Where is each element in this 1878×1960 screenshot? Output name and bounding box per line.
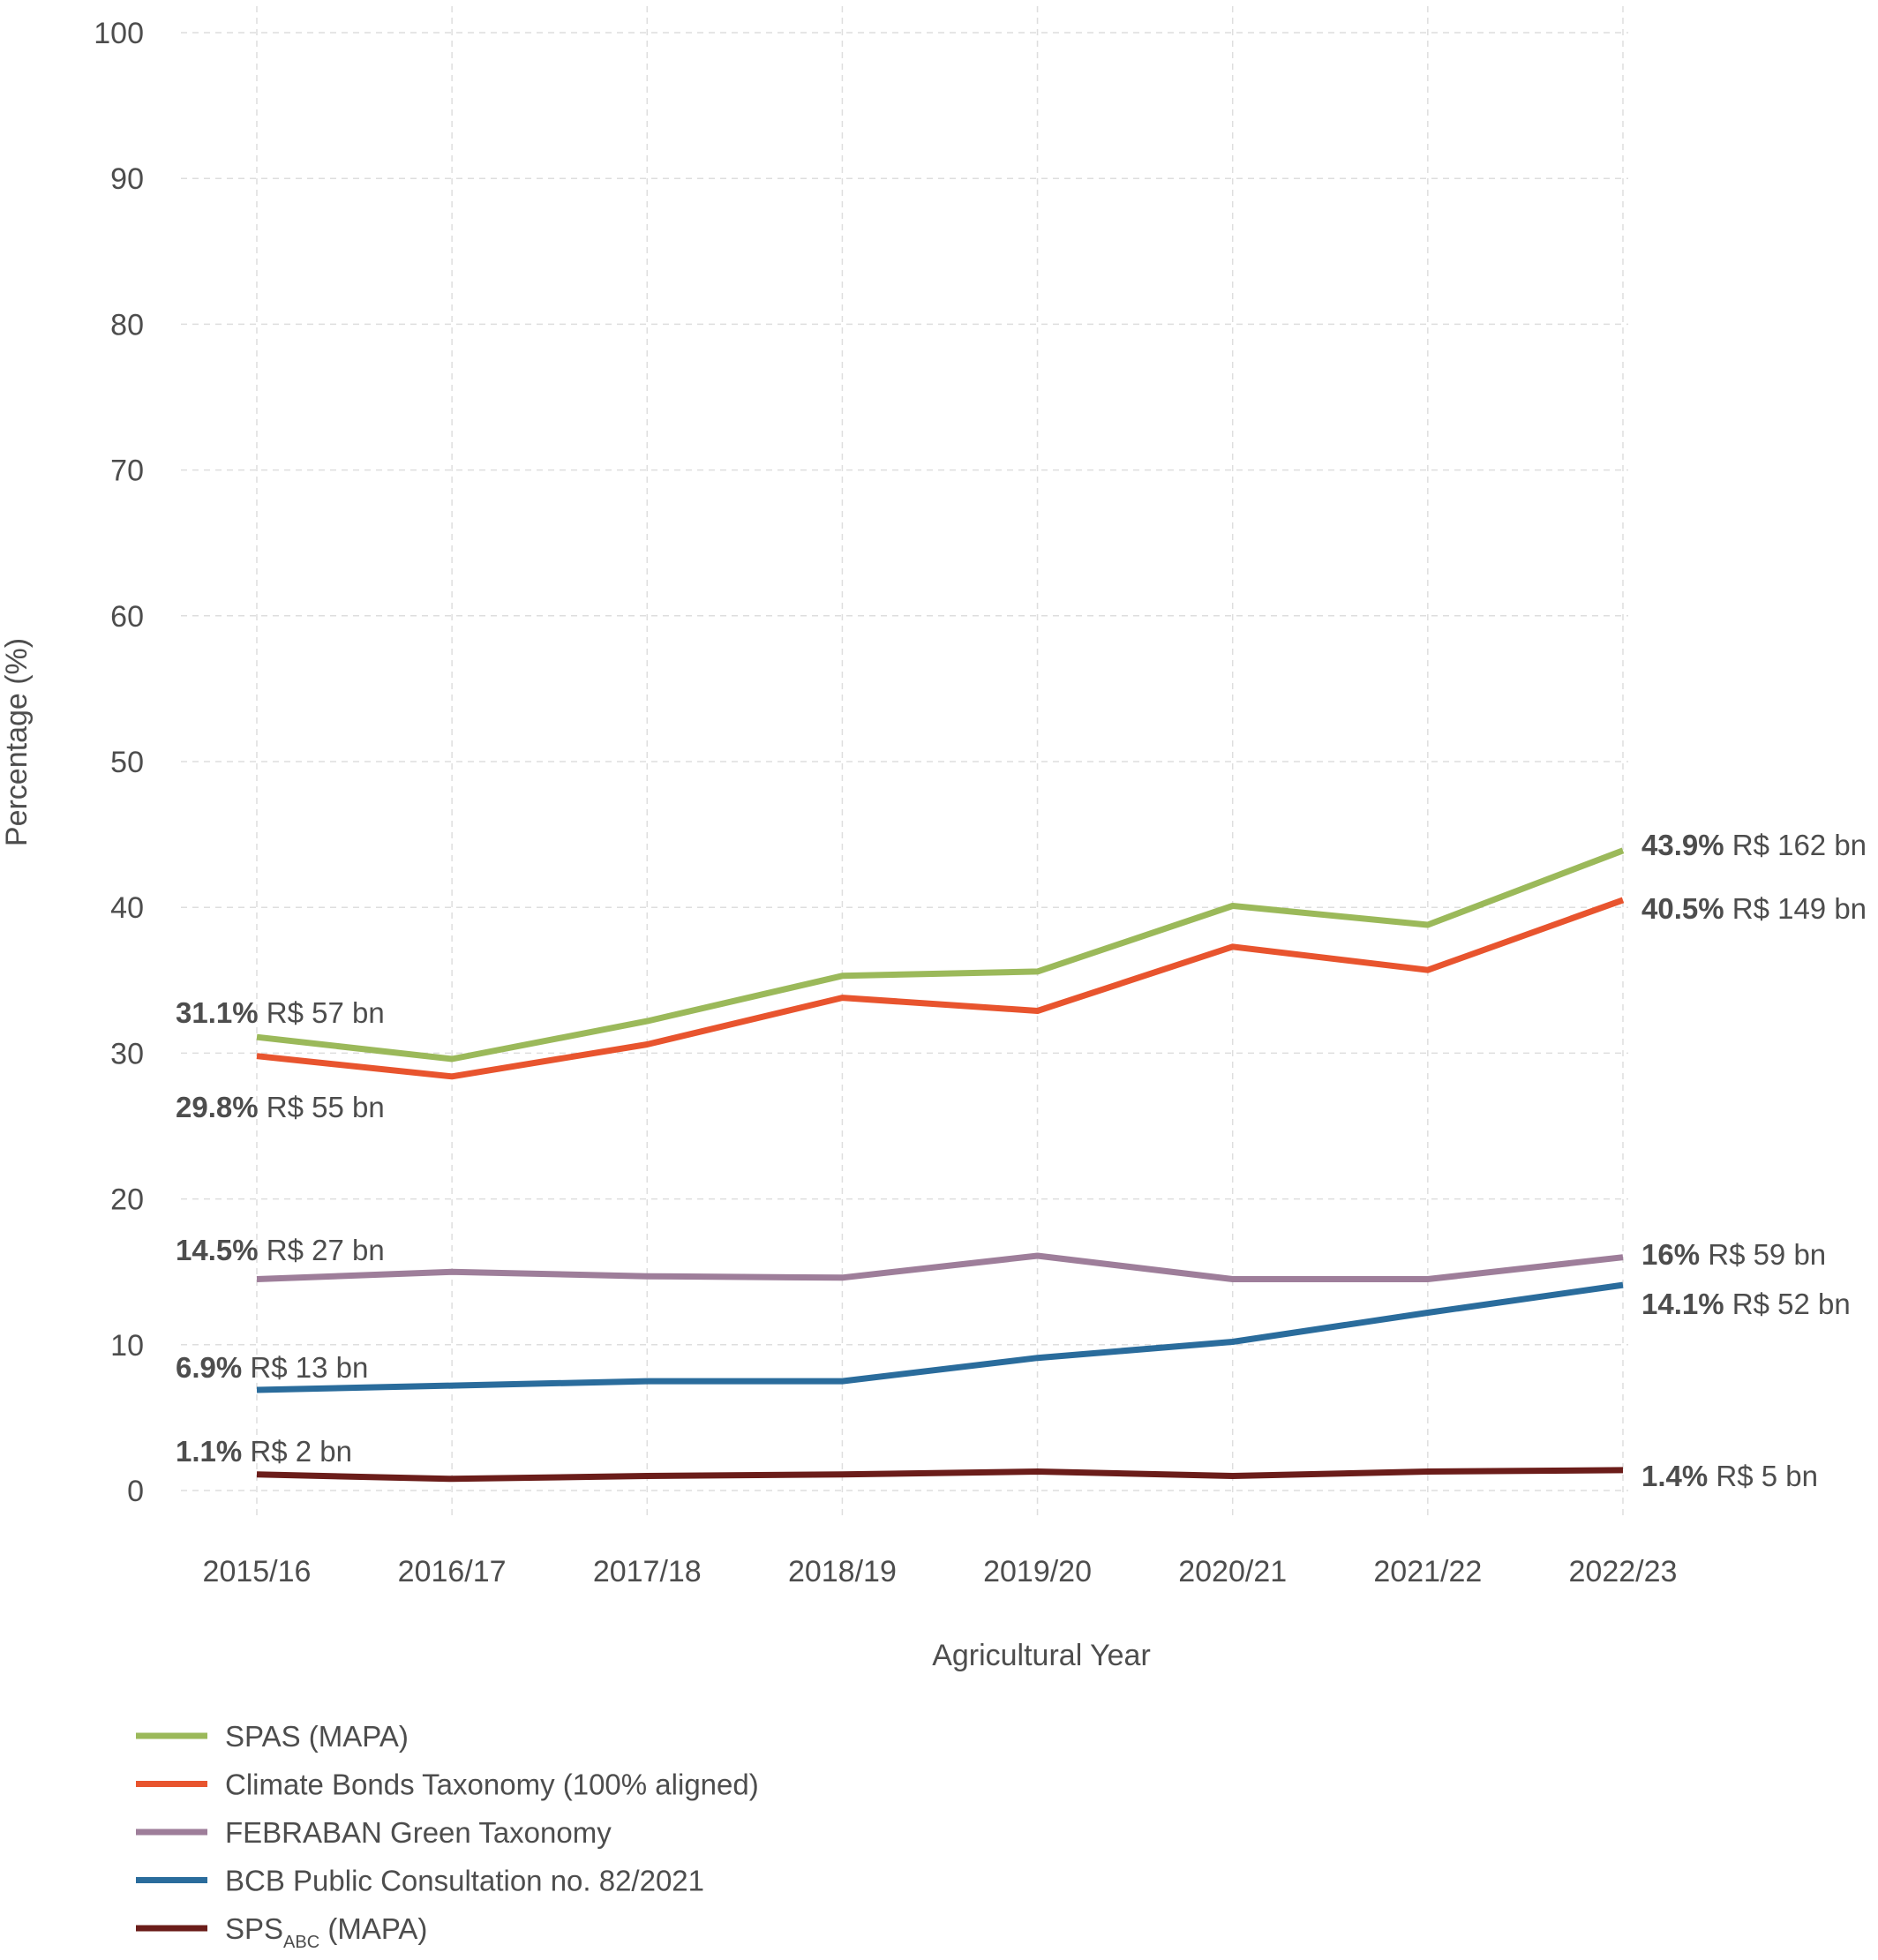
x-tick-label: 2016/17 [398,1555,507,1588]
x-tick-label: 2018/19 [788,1555,897,1588]
y-tick-label: 60 [110,600,144,634]
data-label-start-0: 31.1% R$ 57 bn [176,996,385,1029]
data-label-end-0: 43.9% R$ 162 bn [1641,829,1867,861]
x-tick-label: 2019/20 [983,1555,1092,1588]
data-labels: 31.1% R$ 57 bn 43.9% R$ 162 bn 29.8% R$ 55… [176,829,1867,1492]
x-tick-label: 2020/21 [1178,1555,1287,1588]
grid-layer [181,6,1628,1515]
y-tick-label: 10 [110,1329,144,1363]
data-label-end-4: 1.4% R$ 5 bn [1641,1460,1818,1492]
legend-label-2: FEBRABAN Green Taxonomy [225,1816,612,1849]
legend-label-3: BCB Public Consultation no. 82/2021 [225,1865,704,1897]
y-tick-label: 0 [127,1475,144,1508]
data-label-start-2: 14.5% R$ 27 bn [176,1234,385,1266]
y-tick-label: 50 [110,746,144,779]
y-tick-label: 90 [110,162,144,196]
x-tick-label: 2021/22 [1373,1555,1482,1588]
y-tick-label: 40 [110,891,144,925]
series-line-1 [256,897,1625,1080]
legend: SPAS (MAPA) Climate Bonds Taxonomy (100% … [136,1720,759,1952]
y-tick-label: 20 [110,1183,144,1217]
x-axis-title: Agricultural Year [932,1639,1151,1672]
y-axis-title: Percentage (%) [0,638,34,846]
y-axis-ticks: 0 10 20 30 40 50 60 70 80 90 100 [94,17,144,1508]
y-tick-label: 70 [110,454,144,488]
series-line-3 [256,1281,1624,1393]
y-tick-label: 30 [110,1037,144,1070]
data-label-start-1: 29.8% R$ 55 bn [176,1091,385,1123]
y-tick-label: 100 [94,17,144,50]
x-axis-ticks: 2015/16 2016/17 2017/18 2018/19 2019/20 2020/… [203,1555,1678,1588]
series-line-2 [256,1252,1624,1282]
series-layer [256,847,1625,1483]
series-line-0 [256,847,1625,1063]
x-tick-label: 2017/18 [593,1555,702,1588]
legend-label-0: SPAS (MAPA) [225,1720,409,1753]
series-line-4 [256,1467,1624,1483]
data-label-start-4: 1.1% R$ 2 bn [176,1435,352,1468]
data-label-end-3: 14.1% R$ 52 bn [1641,1288,1851,1320]
legend-label-4: SPSABC (MAPA) [225,1912,427,1952]
data-label-start-3: 6.9% R$ 13 bn [176,1351,368,1384]
legend-label-1: Climate Bonds Taxonomy (100% aligned) [225,1769,759,1801]
x-tick-label: 2022/23 [1569,1555,1678,1588]
x-tick-label: 2015/16 [203,1555,312,1588]
data-label-end-1: 40.5% R$ 149 bn [1641,892,1867,925]
data-label-end-2: 16% R$ 59 bn [1641,1238,1826,1271]
y-tick-label: 80 [110,308,144,342]
